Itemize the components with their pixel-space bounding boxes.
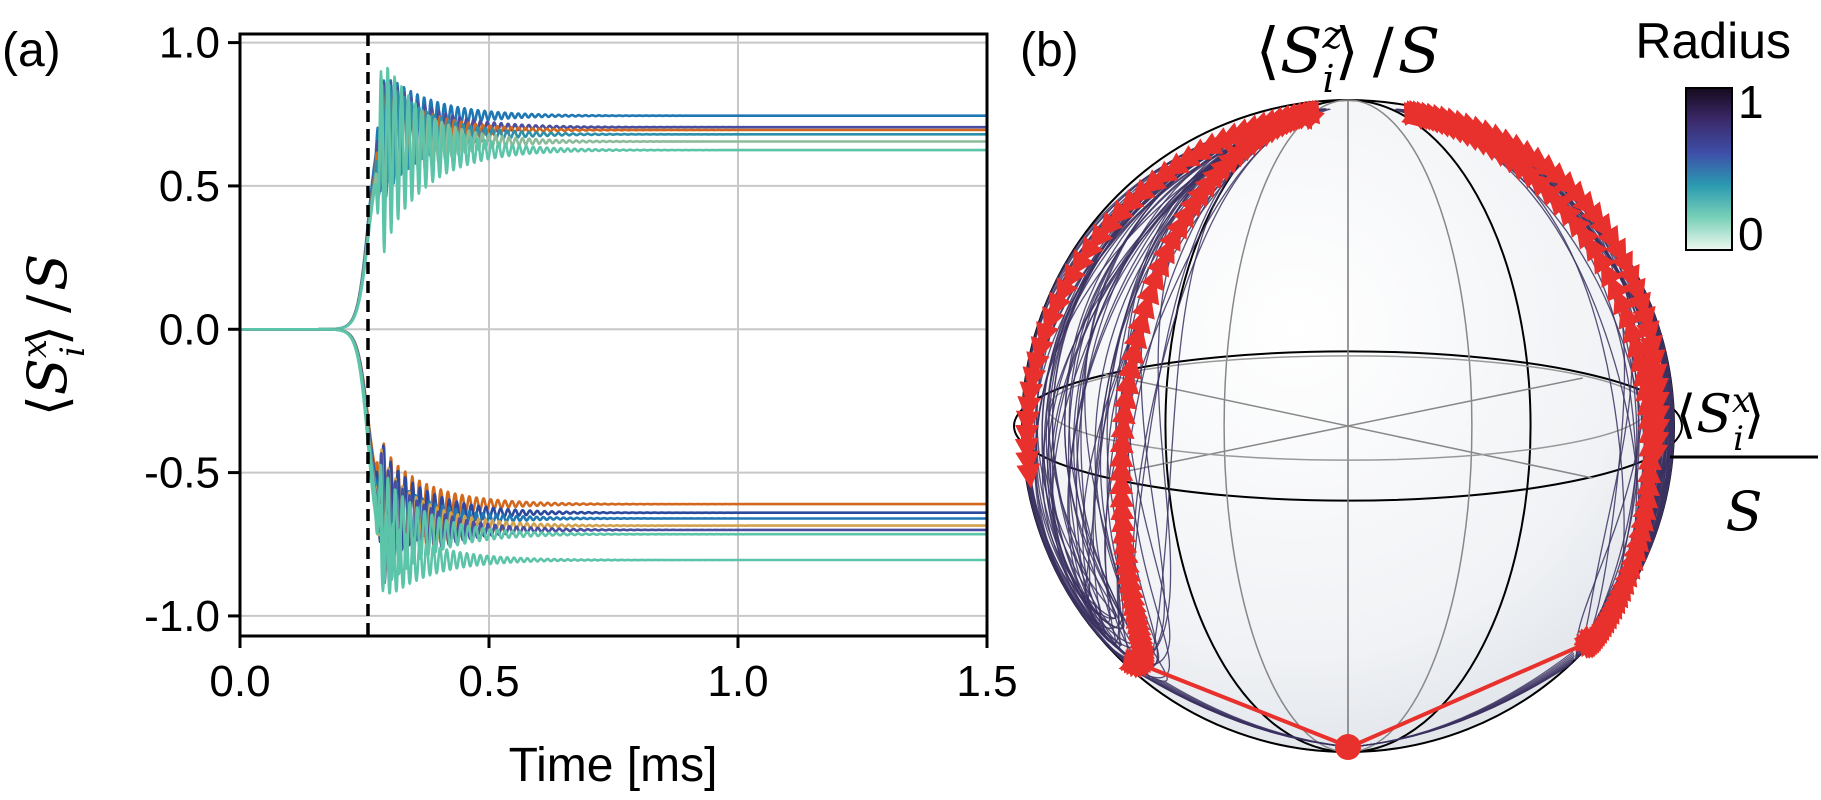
- series-line-spin-13: [240, 328, 987, 595]
- y-label-open: ⟨: [16, 395, 79, 416]
- start-point: [1335, 734, 1361, 760]
- y-label-symbol: S: [16, 358, 79, 395]
- panel-b-label: (b): [1020, 24, 1079, 77]
- colorbar-tick-max: 1: [1738, 76, 1764, 128]
- y-tick-label: 0.0: [159, 305, 220, 354]
- x-ticks: 0.0 0.5 1.0 1.5: [209, 636, 1018, 706]
- x-label-close: ⟩: [1744, 385, 1764, 445]
- x-label-subscript: i: [1733, 419, 1744, 459]
- x-tick-label: 1.5: [956, 657, 1017, 706]
- z-label-close: ⟩: [1335, 14, 1359, 87]
- grid: [239, 34, 988, 636]
- y-tick-label: 1.0: [159, 19, 220, 68]
- plot-frame: [238, 32, 989, 638]
- series-line-spin-7: [240, 328, 987, 550]
- series-line-spin-9: [240, 328, 987, 559]
- colorbar: Radius 1 0: [1635, 13, 1791, 260]
- panel-a-line-chart: (a) 0.0 0.5 1.0 1.5 1.0 0.5 0.0 -0.5 -1.0 Time …: [2, 19, 1018, 792]
- series-line-spin-5: [240, 79, 987, 331]
- x-tick-label: 0.5: [458, 657, 519, 706]
- colorbar-title: Radius: [1635, 13, 1791, 69]
- series-lines: [240, 66, 987, 595]
- highlight-path-right-lobe: [1348, 100, 1671, 749]
- colorbar-gradient: [1685, 87, 1733, 251]
- panel-a-label: (a): [2, 24, 61, 77]
- z-label-symbol: S: [1280, 14, 1322, 87]
- y-tick-label: -0.5: [144, 449, 220, 498]
- y-label-slash: /: [16, 294, 79, 313]
- series-line-spin-11: [240, 328, 987, 584]
- y-tick-label: -1.0: [144, 592, 220, 641]
- y-label-close: ⟩: [16, 325, 79, 346]
- y-label-superscript: x: [15, 339, 55, 358]
- series-line-spin-4: [240, 83, 987, 331]
- x-tick-label: 0.0: [209, 657, 270, 706]
- trajectory-strand: [1164, 681, 1350, 748]
- y-label-norm: S: [16, 254, 79, 291]
- colorbar-tick-min: 0: [1738, 208, 1764, 260]
- z-label-subscript: i: [1322, 57, 1334, 101]
- y-axis-label: ⟨Sxi⟩/S: [15, 254, 93, 416]
- z-label-slash: /: [1373, 14, 1394, 87]
- z-axis-label: ⟨Sz i⟩/S: [1256, 13, 1440, 101]
- x-label-open: ⟨: [1676, 385, 1696, 445]
- y-label-subscript: i: [53, 346, 93, 357]
- x-label-superscript: x: [1732, 381, 1751, 421]
- x-tick-label: 1.0: [707, 657, 768, 706]
- y-ticks: 1.0 0.5 0.0 -0.5 -1.0: [144, 19, 240, 641]
- y-tick-label: 0.5: [159, 162, 220, 211]
- x-axis-fraction-label: ⟨Sx i⟩ S: [1670, 381, 1818, 543]
- svg-text:⟨Sxi⟩: ⟨Sx i⟩: [1676, 381, 1764, 459]
- series-line-spin-12: [240, 328, 987, 584]
- z-label-superscript: z: [1321, 13, 1343, 57]
- series-line-spin-6: [240, 66, 987, 331]
- svg-text:⟨Sxi⟩/S: ⟨Sxi⟩/S: [15, 254, 93, 416]
- highlighted-trajectory: [1014, 99, 1671, 749]
- z-label-open: ⟨: [1256, 14, 1280, 87]
- x-axis-label: Time [ms]: [509, 739, 718, 792]
- series-line-spin-10: [240, 328, 987, 578]
- series-line-spin-2: [240, 81, 987, 331]
- series-line-spin-1: [240, 79, 987, 331]
- panel-b-bloch-sphere: (b) ⟨Sz i⟩/S ⟨Sx i⟩ S Radius 1 0: [1013, 13, 1818, 760]
- trajectory-strand: [1349, 651, 1574, 748]
- x-label-denominator: S: [1726, 480, 1763, 543]
- z-label-norm: S: [1398, 14, 1440, 87]
- highlight-path-left-lobe: [1014, 99, 1351, 749]
- x-label-symbol: S: [1696, 385, 1732, 445]
